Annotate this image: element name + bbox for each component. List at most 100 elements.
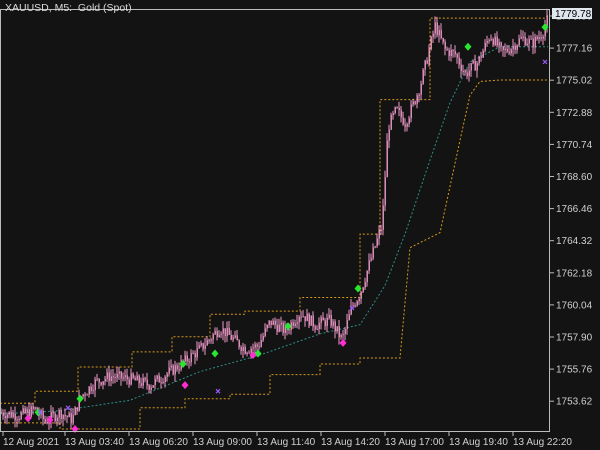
candle-body	[464, 71, 466, 73]
candle-body	[220, 333, 222, 335]
cross-marker	[349, 305, 355, 311]
candle-body	[256, 344, 258, 347]
candle-body	[470, 63, 472, 71]
candle-body	[142, 378, 144, 386]
candle-body	[348, 314, 350, 321]
candle-body	[520, 36, 522, 39]
candle-body	[358, 298, 360, 302]
candle-body	[140, 383, 142, 386]
candle-body	[34, 407, 36, 409]
candle-body	[190, 353, 192, 363]
candle-body	[368, 260, 370, 271]
candle-body	[166, 373, 168, 377]
candle-body	[304, 316, 306, 322]
buy-signal-marker	[254, 349, 262, 358]
candle-body	[210, 339, 212, 341]
candle-body	[422, 69, 424, 84]
candle-body	[492, 39, 494, 45]
candle-body	[172, 365, 174, 375]
candle-body	[234, 335, 236, 338]
candle-body	[270, 320, 272, 325]
candle-body	[300, 316, 302, 318]
candle-body	[336, 326, 338, 332]
candle-body	[372, 247, 374, 259]
candle-body	[64, 415, 66, 417]
candle-body	[276, 324, 278, 332]
candle-body	[532, 38, 534, 48]
candle-body	[238, 340, 240, 348]
candle-body	[54, 413, 56, 422]
x-tick-label: 13 Aug 11:40	[257, 437, 316, 448]
candle-body	[86, 394, 88, 396]
y-tick-label: 1768.60	[556, 172, 593, 183]
candle-body	[432, 33, 434, 37]
buy-signal-marker	[354, 284, 362, 293]
candle-body	[342, 334, 344, 336]
candle-body	[70, 413, 72, 424]
candle-body	[284, 325, 286, 333]
candle-body	[418, 94, 420, 96]
channel-indicators	[0, 13, 551, 430]
candle-body	[390, 114, 392, 130]
candle-body	[456, 54, 458, 58]
candle-body	[438, 30, 440, 36]
sell-signal-marker	[181, 381, 189, 390]
candle-body	[530, 38, 532, 40]
candle-body	[72, 415, 74, 424]
candle-body	[414, 101, 416, 104]
candle-body	[364, 282, 366, 288]
candle-body	[116, 373, 118, 378]
candle-body	[78, 396, 80, 411]
candle-body	[96, 378, 98, 380]
y-tick-label: 1757.90	[556, 333, 593, 344]
current-price-box	[552, 8, 592, 19]
candle-body	[330, 314, 332, 326]
symbol-title: XAUUSD, M5: Gold (Spot)	[5, 2, 132, 14]
candle-body	[164, 376, 166, 382]
candle-body	[184, 355, 186, 362]
candle-body	[298, 316, 300, 323]
candle-body	[138, 375, 140, 384]
candle-body	[98, 378, 100, 383]
candle-body	[262, 335, 264, 341]
x-tick-label: 13 Aug 03:40	[65, 437, 124, 448]
candle-body	[466, 72, 468, 77]
y-tick-label: 1760.04	[556, 300, 593, 311]
candle-body	[242, 346, 244, 351]
candle-body	[88, 386, 90, 395]
candle-body	[202, 343, 204, 349]
candle-body	[400, 110, 402, 118]
candle-body	[148, 385, 150, 390]
candle-body	[222, 328, 224, 334]
candle-body	[158, 375, 160, 383]
candle-body	[8, 411, 10, 415]
x-tick-label: 13 Aug 22:20	[513, 437, 572, 448]
candle-body	[206, 340, 208, 346]
candle-body	[26, 409, 28, 413]
candlestick-series	[0, 8, 548, 430]
candle-body	[378, 230, 380, 239]
candle-body	[502, 46, 504, 51]
cross-marker	[542, 59, 548, 65]
candle-body	[94, 379, 96, 391]
y-tick-label: 1772.88	[556, 108, 593, 119]
candle-body	[112, 376, 114, 378]
y-tick-label: 1770.74	[556, 140, 593, 151]
sell-signal-marker	[71, 424, 79, 433]
candle-body	[280, 322, 282, 325]
candle-body	[332, 321, 334, 326]
candle-body	[186, 355, 188, 362]
candle-body	[462, 71, 464, 72]
candle-body	[6, 414, 8, 419]
candle-body	[340, 335, 342, 338]
candle-body	[338, 326, 340, 338]
candle-body	[480, 56, 482, 58]
candle-body	[90, 386, 92, 391]
candle-body	[198, 345, 200, 349]
candle-body	[42, 411, 44, 420]
candle-body	[56, 417, 58, 422]
middle-line	[0, 46, 548, 415]
candle-body	[24, 408, 26, 413]
